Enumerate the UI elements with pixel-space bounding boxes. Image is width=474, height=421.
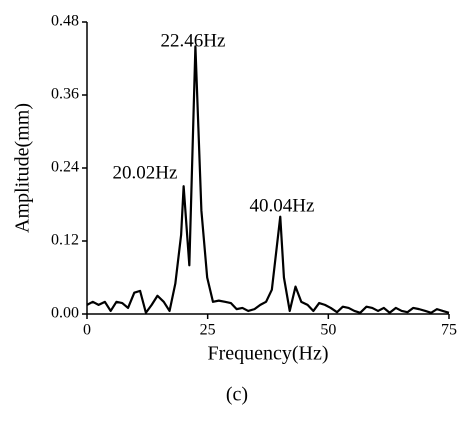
spectrum-line — [86, 45, 450, 314]
y-axis-title: Amplitude(mm) — [12, 103, 34, 233]
x-tick-label: 50 — [320, 322, 336, 339]
caption: (c) — [226, 384, 248, 406]
y-tick-label: 0.48 — [51, 13, 79, 30]
y-tick-label: 0.12 — [51, 232, 79, 249]
x-tick-label: 0 — [83, 322, 91, 339]
peak-annotation: 22.46Hz — [161, 30, 226, 51]
y-tick-label: 0.00 — [51, 305, 79, 322]
y-tick-label: 0.24 — [51, 159, 79, 176]
peak-annotation: 40.04Hz — [250, 195, 315, 216]
peak-annotation: 20.02Hz — [113, 162, 178, 183]
x-axis-title: Frequency(Hz) — [207, 343, 328, 365]
y-tick-label: 0.36 — [51, 86, 79, 103]
x-tick-label: 75 — [441, 322, 457, 339]
x-tick-label: 25 — [200, 322, 216, 339]
